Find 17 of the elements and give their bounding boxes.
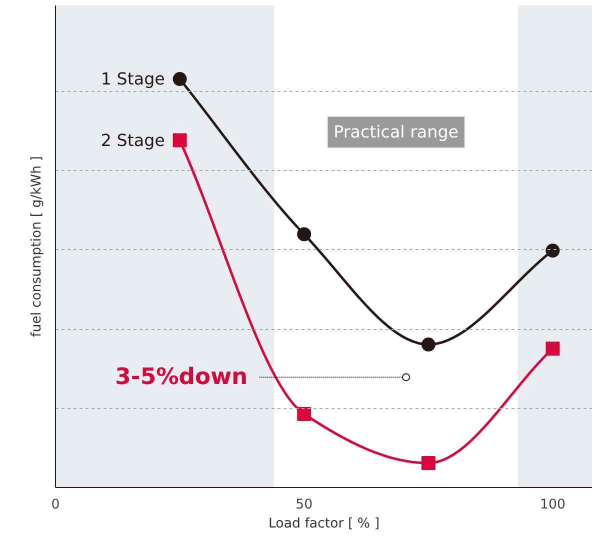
point [297, 227, 312, 242]
y-axis-title: fuel consumption [ g/kWh ] [30, 156, 44, 337]
point [421, 338, 436, 352]
point [546, 244, 560, 258]
annotation: 3-5%down [115, 364, 248, 390]
x-tick-label: 100 [540, 498, 566, 512]
point [172, 72, 187, 86]
x-tick-label: 0 [51, 498, 60, 512]
series-label: 1 Stage [100, 70, 165, 89]
point [421, 456, 436, 470]
series-label: 2 Stage [100, 130, 165, 150]
point [297, 406, 312, 421]
annotation: Practical range [334, 122, 459, 142]
point [172, 133, 187, 148]
point [546, 342, 560, 356]
x-tick-label: 50 [296, 498, 313, 512]
x-axis-title: Load factor [ % ] [268, 516, 380, 532]
